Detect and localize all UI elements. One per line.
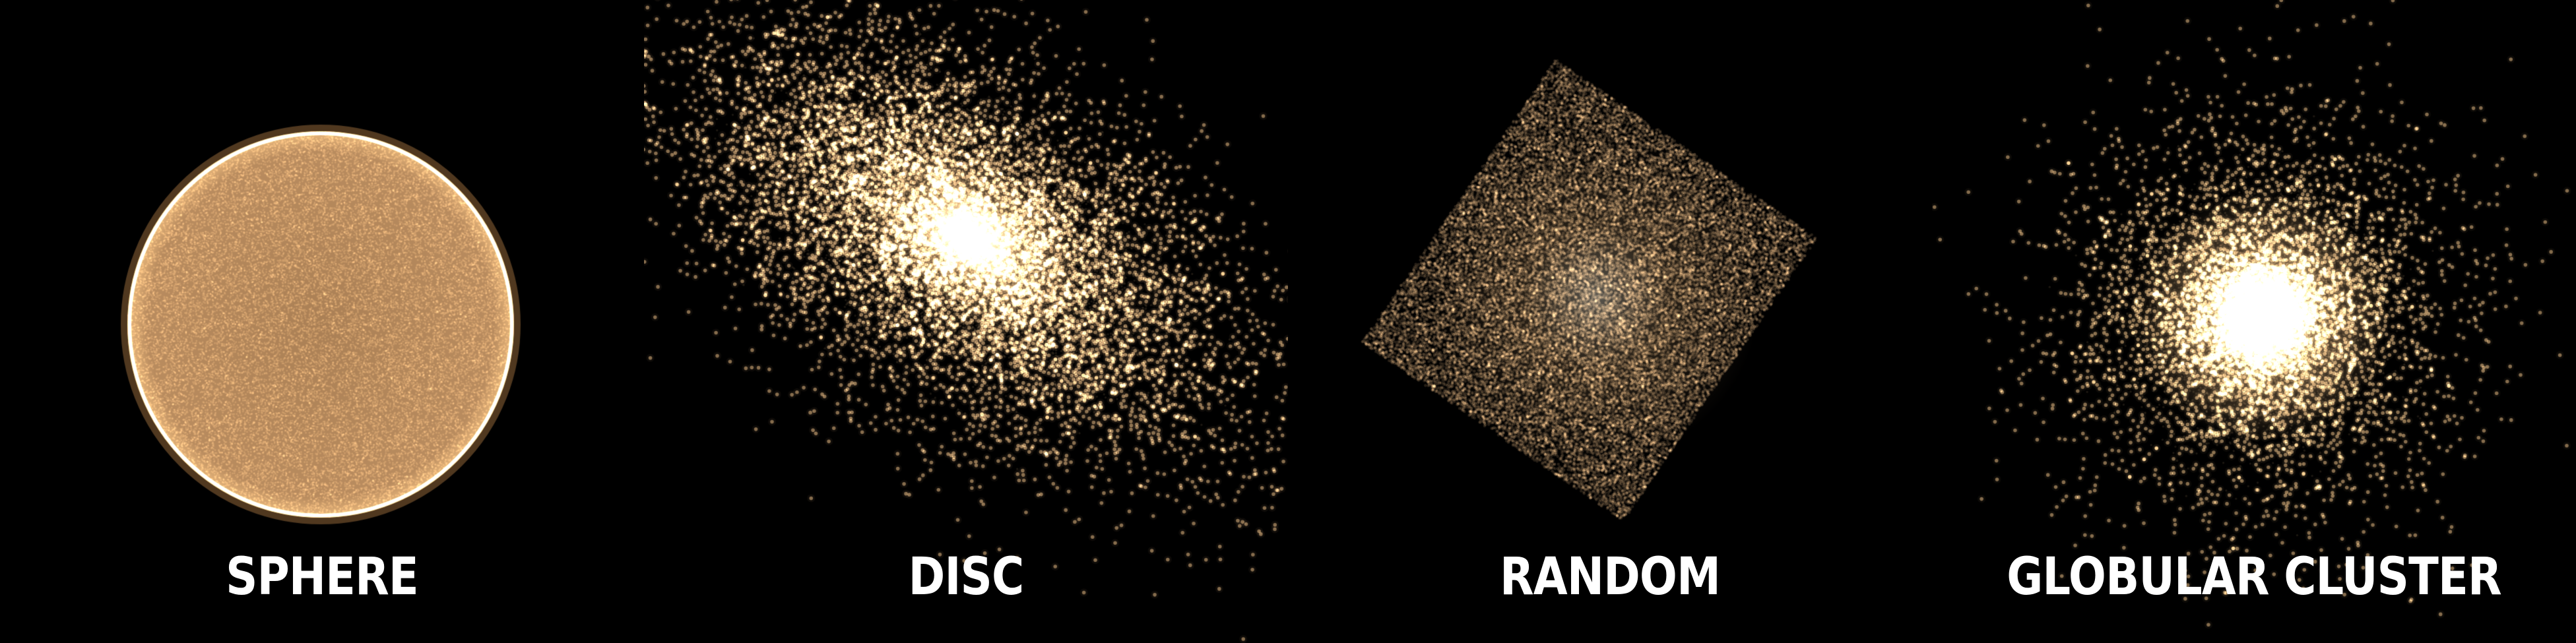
- disc-label: DISC: [908, 547, 1025, 607]
- sphere-panel: SPHERE: [0, 0, 644, 643]
- disc-panel: DISC: [644, 0, 1288, 643]
- globular-cluster-label: GLOBULAR CLUSTER: [2007, 547, 2501, 607]
- globular-cluster-panel: GLOBULAR CLUSTER: [1932, 0, 2576, 643]
- random-label: RANDOM: [1499, 547, 1721, 607]
- random-particle-render: [1288, 0, 1932, 643]
- disc-particle-render: [644, 0, 1288, 643]
- globular-cluster-particle-render: [1932, 0, 2576, 643]
- random-panel: RANDOM: [1288, 0, 1932, 643]
- sphere-particle-render: [0, 0, 644, 643]
- sphere-label: SPHERE: [226, 547, 419, 607]
